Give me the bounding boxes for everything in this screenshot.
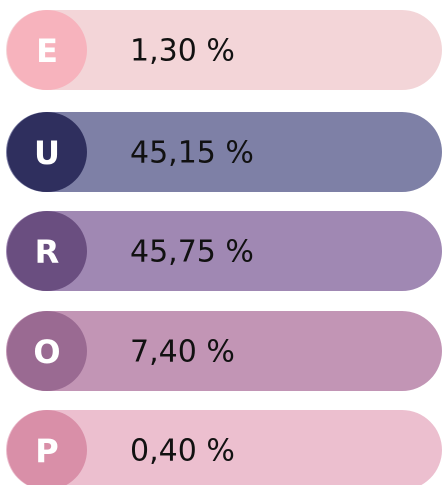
row: R 45,75 % bbox=[6, 211, 442, 291]
row: U 45,15 % bbox=[6, 112, 442, 192]
badge-letter: R bbox=[35, 233, 60, 271]
value: 1,30 % bbox=[130, 34, 235, 69]
badge bbox=[7, 410, 87, 485]
value: 45,75 % bbox=[130, 235, 254, 270]
value: 45,15 % bbox=[130, 136, 254, 171]
badge-letter: U bbox=[34, 134, 60, 172]
pill bbox=[6, 410, 442, 485]
badge-letter: O bbox=[33, 333, 60, 371]
row: E 1,30 % bbox=[6, 10, 442, 90]
pill bbox=[6, 10, 442, 90]
row: P 0,40 % bbox=[6, 410, 442, 485]
value: 0,40 % bbox=[130, 434, 235, 469]
badge-letter: E bbox=[36, 32, 58, 70]
row: O 7,40 % bbox=[6, 311, 442, 391]
badge bbox=[7, 10, 87, 90]
badge bbox=[7, 112, 87, 192]
pill bbox=[6, 112, 442, 192]
pill bbox=[6, 311, 442, 391]
badge bbox=[7, 311, 87, 391]
pill bbox=[6, 211, 442, 291]
badge bbox=[7, 211, 87, 291]
badge-letter: P bbox=[35, 432, 58, 470]
value: 7,40 % bbox=[130, 335, 235, 370]
